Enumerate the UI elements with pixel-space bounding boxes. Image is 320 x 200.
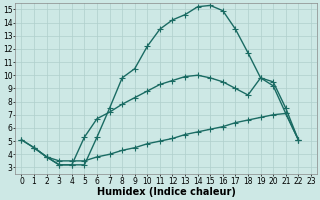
X-axis label: Humidex (Indice chaleur): Humidex (Indice chaleur) xyxy=(97,187,236,197)
